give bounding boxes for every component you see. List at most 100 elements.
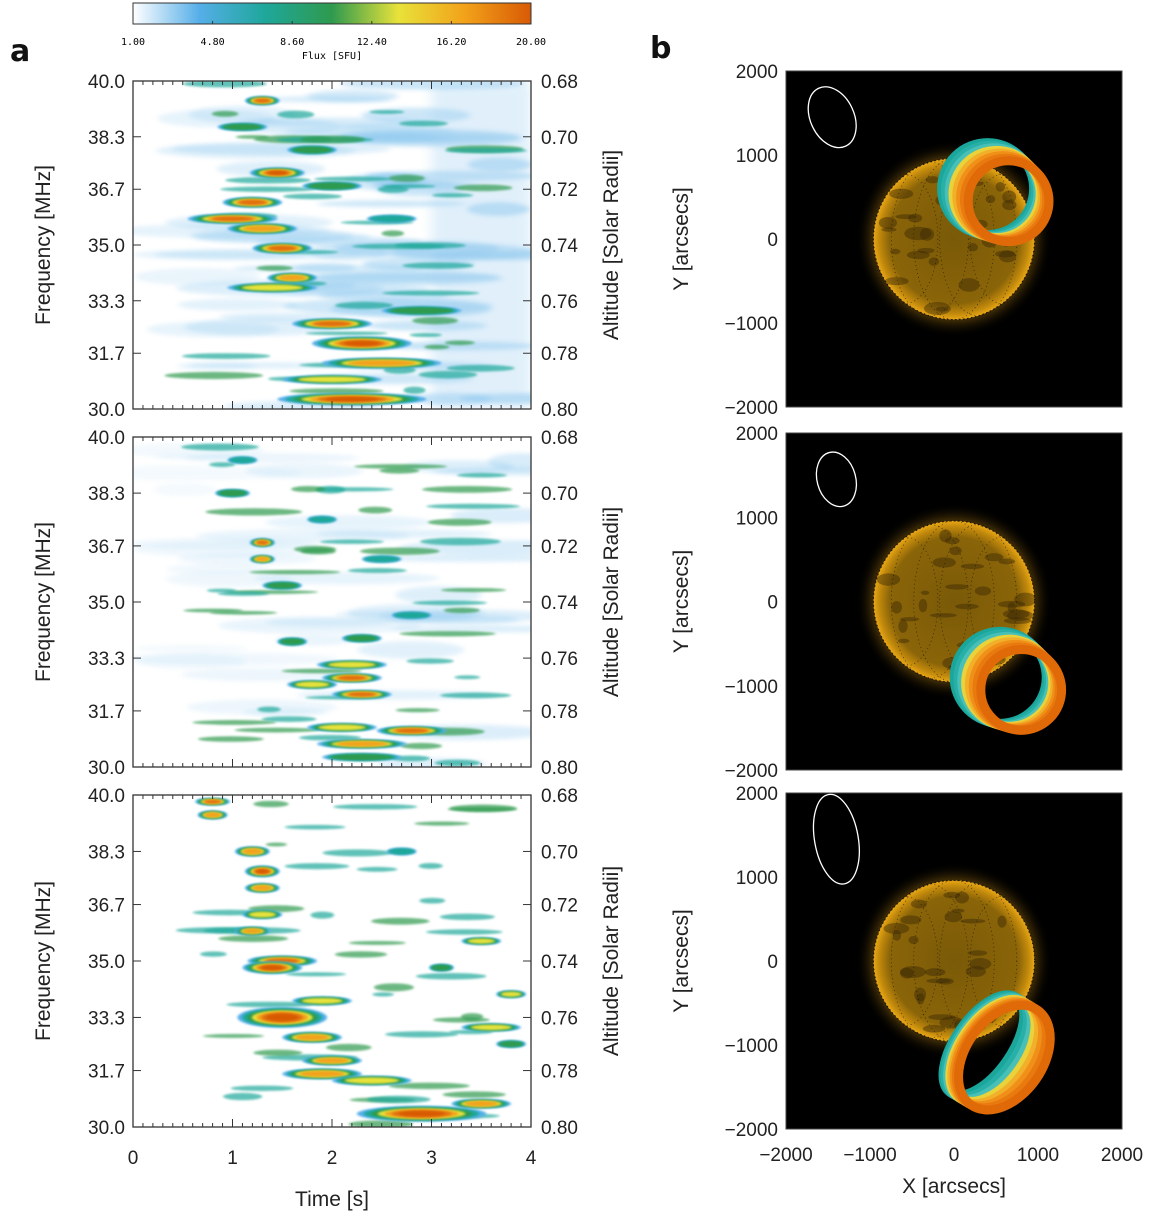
spectrum-burst: [292, 146, 332, 154]
beam-ellipse: [807, 86, 857, 149]
spectrum-streak: [442, 1091, 506, 1098]
spectrum-streak: [440, 588, 507, 593]
spectrum-streak: [289, 388, 384, 394]
solar-texture: [904, 226, 932, 241]
spectrum-burst: [256, 540, 269, 545]
colorbar-tick-label: 1.00: [121, 37, 145, 48]
altitude-axis-label: Altitude [Solar Radii]: [600, 150, 623, 340]
spectrum-burst: [501, 991, 522, 997]
spectrum-burst: [344, 1077, 399, 1084]
colorbar: 1.00 4.80 8.60 12.40 16.20 20.00 Flux [SFU]: [121, 2, 546, 62]
solar-texture: [1007, 602, 1016, 613]
spectrum-streak: [300, 135, 365, 144]
spectrum-burst: [308, 182, 356, 190]
y-arcsec-tick-label: −1000: [725, 677, 778, 698]
spectrum-streak: [282, 193, 343, 200]
solar-texture: [944, 911, 963, 923]
frequency-tick-label: 33.3: [88, 292, 125, 313]
altitude-tick-label: 0.68: [541, 428, 578, 449]
solar-texture: [995, 181, 1006, 192]
spectrum-haze: [376, 554, 531, 563]
spectrum-haze: [133, 540, 319, 558]
spectrum-haze: [316, 200, 466, 208]
radio-source-contour: [963, 156, 1054, 247]
altitude-tick-label: 0.70: [541, 842, 578, 863]
solar-texture: [1002, 199, 1017, 211]
solar-texture: [876, 573, 901, 586]
spectrum-burst: [222, 123, 262, 131]
spectrum-streak: [358, 506, 393, 514]
altitude-tick-label: 0.76: [541, 292, 578, 313]
colorbar-gradient: [132, 2, 532, 25]
frequency-axis-label: Frequency [MHz]: [32, 522, 55, 682]
spectrum-streak: [277, 110, 315, 119]
spectrum-burst: [267, 170, 288, 175]
spectrum-streak: [249, 569, 341, 575]
x-arcsec-tick-label: 1000: [1017, 1145, 1059, 1166]
solar-texture: [897, 638, 910, 644]
spectrum-streak: [182, 353, 271, 359]
spectrum-streak: [426, 503, 520, 509]
spectrum-burst: [266, 1013, 299, 1022]
spectrum-haze: [184, 453, 361, 464]
image-frame: [785, 70, 1123, 408]
solar-texture: [1014, 592, 1037, 607]
dynamic-spectra-column: 40.0 0.68 38.3 0.70 36.7 0.72 35.0 0.74 33.3 0.76…: [32, 72, 623, 1169]
altitude-tick-label: 0.68: [541, 786, 578, 807]
spectrum-burst: [295, 681, 329, 688]
spectrum-streak: [230, 1085, 294, 1091]
frequency-tick-label: 31.7: [88, 702, 125, 723]
spectrum-haze: [194, 230, 372, 244]
spectrum-burst: [254, 98, 271, 103]
radio-source-contour: [954, 1000, 1055, 1115]
image-frame: [785, 792, 1123, 1130]
solar-grid-line: [939, 524, 1018, 679]
solar-texture: [908, 935, 919, 945]
spectrum-panel-1: 40.0 0.68 38.3 0.70 36.7 0.72 35.0 0.74 33.3 0.76…: [32, 72, 623, 421]
solar-texture: [937, 977, 954, 985]
spectrum-streak: [381, 230, 405, 237]
y-arcsec-tick-label: 0: [767, 952, 778, 973]
spectrum-streak: [315, 487, 394, 492]
altitude-tick-label: 0.76: [541, 1008, 578, 1029]
solar-texture: [891, 601, 903, 614]
altitude-axis-label: Altitude [Solar Radii]: [600, 866, 623, 1056]
spectrum-haze: [135, 268, 260, 286]
spectrum-streak: [218, 935, 289, 942]
spectrum-streak: [369, 110, 405, 114]
spectrum-panel-2: 40.0 0.68 38.3 0.70 36.7 0.72 35.0 0.74 33.3 0.76…: [32, 428, 623, 779]
spectrum-burst: [393, 611, 430, 619]
spectrum-streak: [419, 897, 446, 904]
solar-texture: [997, 915, 1007, 928]
spectrum-burst: [242, 848, 263, 855]
solar-texture: [924, 968, 946, 977]
solar-texture: [892, 930, 902, 941]
spectrum-streak: [419, 537, 501, 546]
spectrum-streak: [424, 344, 450, 350]
altitude-tick-label: 0.78: [541, 344, 578, 365]
frequency-tick-label: 40.0: [88, 428, 125, 449]
solar-grid-line: [913, 520, 995, 683]
frequency-axis-label: Frequency [MHz]: [32, 881, 55, 1041]
solar-grid-line: [872, 536, 939, 667]
solar-texture: [899, 617, 920, 622]
spectrum-burst: [467, 938, 495, 944]
spectrum-haze: [243, 707, 329, 717]
altitude-axis-label: Altitude [Solar Radii]: [600, 507, 623, 697]
spectrum-burst: [261, 965, 283, 970]
spectrum-streak: [209, 610, 278, 615]
spectrum-streak: [454, 184, 513, 192]
spectrum-burst: [330, 754, 394, 761]
spectrum-streak: [256, 265, 293, 271]
frequency-tick-label: 31.7: [88, 1062, 125, 1083]
solar-grid-line: [872, 174, 939, 304]
solar-texture: [943, 891, 961, 899]
spectrum-streak: [392, 755, 431, 762]
spectrum-streak: [398, 120, 448, 127]
spectrum-streak: [403, 386, 426, 394]
spectrum-streak: [197, 736, 264, 742]
spectrum-burst: [390, 307, 453, 314]
x-arcsec-tick-label: −2000: [759, 1145, 812, 1166]
spectrum-burst: [395, 728, 428, 733]
spectrum-burst: [369, 215, 414, 223]
